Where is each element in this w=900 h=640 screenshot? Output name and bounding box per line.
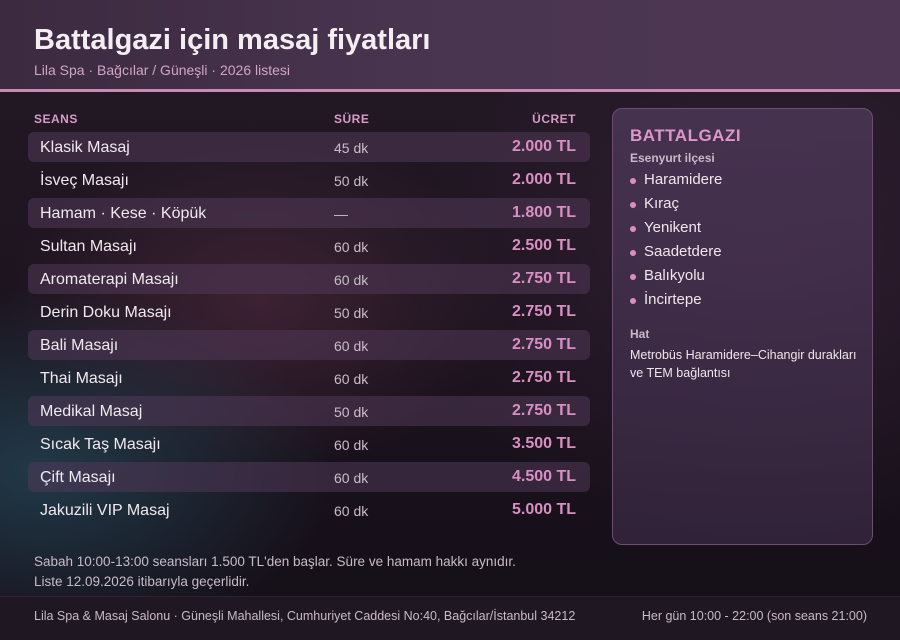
service-duration: 60 dk xyxy=(334,272,369,288)
table-row: Thai Masajı 60 dk 2.750 TL xyxy=(28,363,590,393)
service-name: Sultan Masajı xyxy=(40,238,137,255)
service-name: Hamam · Kese · Köpük xyxy=(40,205,207,222)
bullet-icon xyxy=(630,226,636,232)
footer-address: Lila Spa & Masaj Salonu · Güneşli Mahall… xyxy=(34,609,576,623)
column-header-seans: SEANS xyxy=(34,112,78,126)
service-price: 2.750 TL xyxy=(511,303,576,320)
neighborhood-item: Kıraç xyxy=(630,195,722,219)
neighborhood-label: Balıkyolu xyxy=(644,267,705,284)
service-price: 2.500 TL xyxy=(511,237,576,254)
service-name: Çift Masajı xyxy=(40,469,116,486)
bullet-icon xyxy=(630,298,636,304)
service-price: 3.500 TL xyxy=(511,435,576,452)
service-name: Thai Masajı xyxy=(40,370,123,387)
service-name: Jakuzili VIP Masaj xyxy=(40,502,170,519)
bullet-icon xyxy=(630,250,636,256)
service-duration: 60 dk xyxy=(334,470,369,486)
neighborhood-list: Haramidere Kıraç Yenikent Saadetdere Balıkyo… xyxy=(630,171,722,315)
service-name: Bali Masajı xyxy=(40,337,119,354)
service-price: 5.000 TL xyxy=(511,501,576,518)
table-row: Çift Masajı 60 dk 4.500 TL xyxy=(28,462,590,492)
service-price: 2.750 TL xyxy=(511,336,576,353)
service-duration: 50 dk xyxy=(334,404,369,420)
service-duration: 60 dk xyxy=(334,239,369,255)
table-row: Hamam · Kese · Köpük — 1.800 TL xyxy=(28,198,590,228)
service-name: Klasik Masaj xyxy=(40,139,130,156)
district-subtitle: Esenyurt ilçesi xyxy=(630,151,715,165)
service-price: 2.000 TL xyxy=(511,138,576,155)
service-duration: 60 dk xyxy=(334,338,369,354)
service-name: İsveç Masajı xyxy=(40,172,129,189)
service-duration: — xyxy=(334,206,348,222)
neighborhood-item: Balıkyolu xyxy=(630,267,722,291)
column-header-ucret: ÜCRET xyxy=(532,112,576,126)
table-row: Klasik Masaj 45 dk 2.000 TL xyxy=(28,132,590,162)
table-row: Bali Masajı 60 dk 2.750 TL xyxy=(28,330,590,360)
service-duration: 50 dk xyxy=(334,305,369,321)
table-row: Aromaterapi Masajı 60 dk 2.750 TL xyxy=(28,264,590,294)
service-duration: 60 dk xyxy=(334,371,369,387)
table-row: Jakuzili VIP Masaj 60 dk 5.000 TL xyxy=(28,495,590,525)
neighborhood-item: Yenikent xyxy=(630,219,722,243)
note-line: Liste 12.09.2026 itibarıyla geçerlidir. xyxy=(34,574,250,589)
service-name: Sıcak Taş Masajı xyxy=(40,436,161,453)
service-price: 4.500 TL xyxy=(511,468,576,485)
neighborhood-item: Haramidere xyxy=(630,171,722,195)
table-row: Sultan Masajı 60 dk 2.500 TL xyxy=(28,231,590,261)
service-duration: 50 dk xyxy=(334,173,369,189)
neighborhood-label: Haramidere xyxy=(644,171,723,188)
neighborhood-label: İncirtepe xyxy=(644,291,702,308)
service-duration: 60 dk xyxy=(334,503,369,519)
price-notes: Sabah 10:00-13:00 seansları 1.500 TL'den… xyxy=(34,552,516,592)
district-title: BATTALGAZI xyxy=(630,126,742,145)
service-duration: 45 dk xyxy=(334,140,369,156)
table-row: Medikal Masaj 50 dk 2.750 TL xyxy=(28,396,590,426)
price-table: Klasik Masaj 45 dk 2.000 TL İsveç Masajı 50 … xyxy=(28,132,590,528)
neighborhood-item: Saadetdere xyxy=(630,243,722,267)
page-footer: Lila Spa & Masaj Salonu · Güneşli Mahall… xyxy=(0,596,900,640)
bullet-icon xyxy=(630,202,636,208)
service-name: Medikal Masaj xyxy=(40,403,143,420)
page-title: Battalgazi için masaj fiyatları xyxy=(34,24,431,56)
footer-hours: Her gün 10:00 - 22:00 (son seans 21:00) xyxy=(641,609,867,623)
neighborhood-item: İncirtepe xyxy=(630,291,722,315)
service-name: Aromaterapi Masajı xyxy=(40,271,179,288)
service-price: 2.750 TL xyxy=(511,369,576,386)
price-table-header: SEANS SÜRE ÜCRET xyxy=(34,112,578,126)
bullet-icon xyxy=(630,274,636,280)
page-header: Battalgazi için masaj fiyatları Lila Spa… xyxy=(0,0,900,92)
table-row: İsveç Masajı 50 dk 2.000 TL xyxy=(28,165,590,195)
table-row: Sıcak Taş Masajı 60 dk 3.500 TL xyxy=(28,429,590,459)
transit-text: Metrobüs Haramidere–Cihangir durakları v… xyxy=(630,348,857,380)
service-price: 2.000 TL xyxy=(511,171,576,188)
transit-label: Hat xyxy=(630,327,650,341)
service-name: Derin Doku Masajı xyxy=(40,304,172,321)
note-line: Sabah 10:00-13:00 seansları 1.500 TL'den… xyxy=(34,554,516,569)
district-panel: BATTALGAZI Esenyurt ilçesi Haramidere Kır… xyxy=(612,108,873,545)
service-price: 2.750 TL xyxy=(511,402,576,419)
neighborhood-label: Kıraç xyxy=(644,195,680,212)
table-row: Derin Doku Masajı 50 dk 2.750 TL xyxy=(28,297,590,327)
bullet-icon xyxy=(630,178,636,184)
page-subtitle: Lila Spa · Bağcılar / Güneşli · 2026 lis… xyxy=(34,62,291,78)
service-price: 2.750 TL xyxy=(511,270,576,287)
neighborhood-label: Yenikent xyxy=(644,219,701,236)
column-header-sure: SÜRE xyxy=(334,112,370,126)
service-duration: 60 dk xyxy=(334,437,369,453)
neighborhood-label: Saadetdere xyxy=(644,243,722,260)
service-price: 1.800 TL xyxy=(511,204,576,221)
